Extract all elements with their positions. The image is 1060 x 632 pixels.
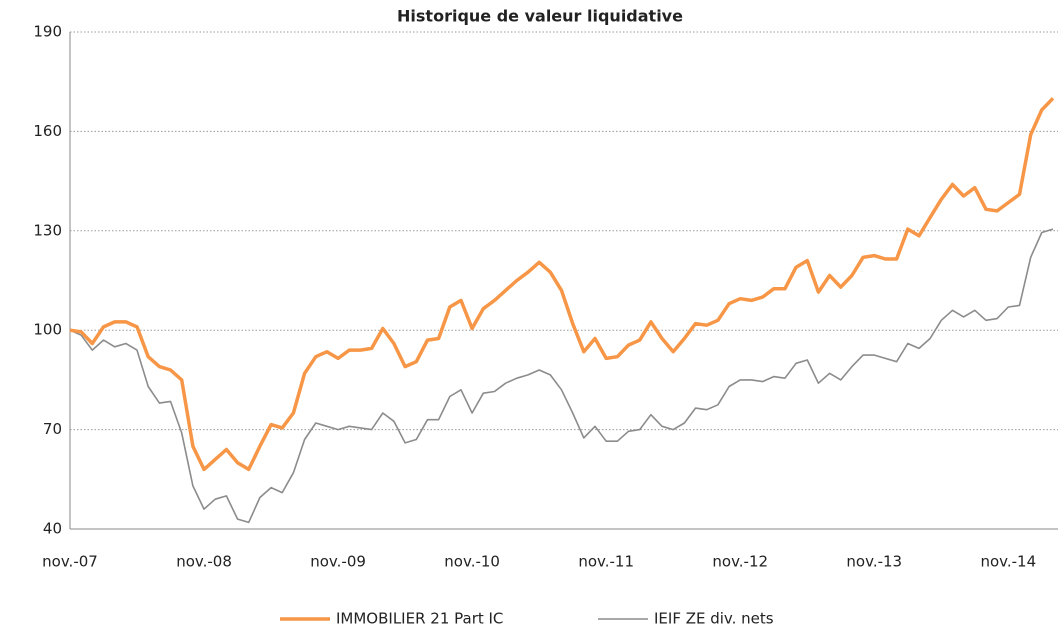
x-tick-label: nov.-11 <box>578 553 634 571</box>
series-line <box>69 97 1055 472</box>
x-tick-label: nov.-10 <box>444 553 500 571</box>
y-tick-label: 40 <box>43 520 62 538</box>
x-tick-label: nov.-14 <box>980 553 1036 571</box>
x-tick-label: nov.-08 <box>176 553 232 571</box>
y-tick-label: 160 <box>33 122 62 140</box>
x-tick-label: nov.-07 <box>42 553 98 571</box>
y-tick-label: 100 <box>33 321 62 339</box>
chart-title: Historique de valeur liquidative <box>397 7 683 26</box>
x-tick-label: nov.-12 <box>712 553 768 571</box>
y-tick-label: 70 <box>43 420 62 438</box>
x-tick-label: nov.-09 <box>310 553 366 571</box>
y-tick-label: 130 <box>33 221 62 239</box>
legend-label: IMMOBILIER 21 Part IC <box>336 610 503 628</box>
x-tick-label: nov.-13 <box>846 553 902 571</box>
y-tick-label: 190 <box>33 23 62 41</box>
series-line <box>69 228 1054 524</box>
legend-label: IEIF ZE div. nets <box>654 610 774 628</box>
